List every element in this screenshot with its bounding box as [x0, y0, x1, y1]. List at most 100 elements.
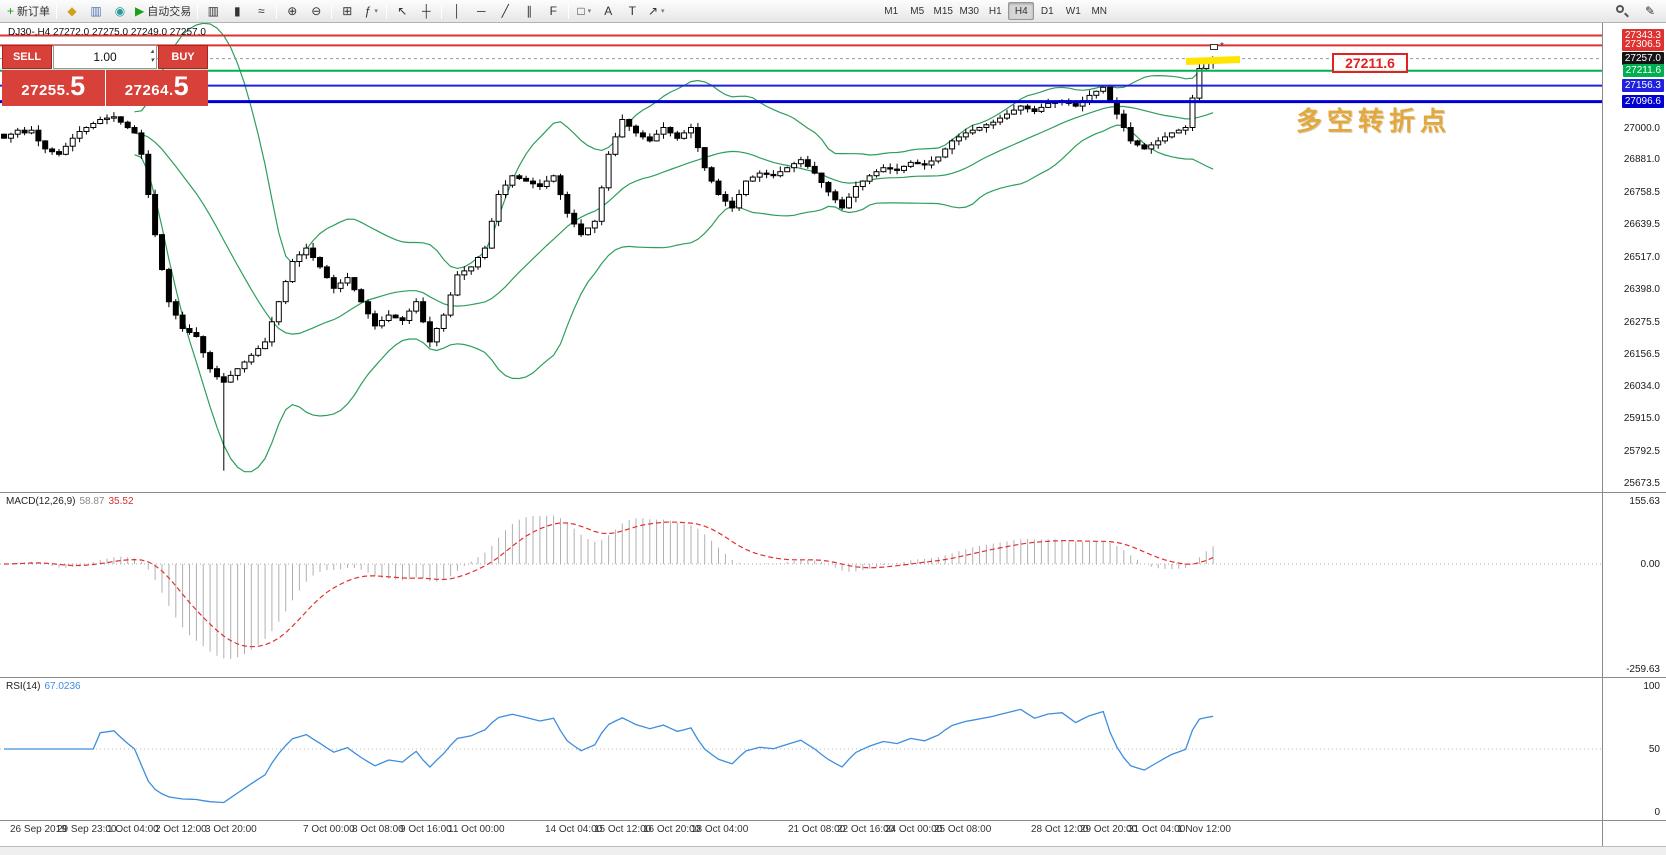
edit-icon[interactable]: ✎ — [1638, 2, 1662, 21]
price-axis-tag: 27156.3 — [1621, 79, 1664, 92]
timeframe-m30[interactable]: M30 — [959, 5, 979, 17]
indicators-icon-glyph: ƒ — [364, 4, 372, 18]
text-label-icon-glyph: A — [604, 4, 613, 18]
bar-chart-type-icon-glyph: ▥ — [207, 4, 219, 18]
macd-panel-chart[interactable] — [0, 493, 1602, 677]
timeframe-w1[interactable]: W1 — [1065, 5, 1081, 17]
charts-window-icon[interactable]: ▥ — [84, 2, 108, 21]
object-star-icon: * — [1220, 41, 1224, 52]
volume-stepper[interactable]: 1.00 ▴ ▾ — [53, 45, 157, 69]
sell-button[interactable]: SELL — [2, 45, 52, 69]
price-axis-tag: 27257.0 — [1621, 52, 1664, 65]
time-axis-label: 3 Oct 20:00 — [205, 824, 257, 835]
time-axis-label: 21 Oct 08:00 — [788, 824, 846, 835]
candle-chart-type-icon[interactable]: ▮ — [225, 2, 249, 21]
timeframe-d1[interactable]: D1 — [1040, 5, 1054, 17]
tile-windows-icon-glyph: ⊞ — [342, 4, 353, 18]
text-icon[interactable]: T — [620, 2, 644, 21]
channel-icon[interactable]: ∥ — [517, 2, 541, 21]
rsi-value: 67.0236 — [44, 681, 81, 692]
toolbar: + 新订单 ◆ ▥ ◉ ▶ 自动交易 ▥ ▮ ≈ ⊕ ⊖ ⊞ ƒ ▾ ↖ ┼ │ ─ ╱ ∥ F □ ▾ A T ↗ ▾ M1 M5 M1… — [0, 0, 1666, 23]
new-order-button[interactable]: + 新订单 — [4, 2, 53, 21]
volume-down-icon[interactable]: ▾ — [150, 57, 154, 65]
edit-icon-glyph: ✎ — [1644, 4, 1656, 18]
line-chart-type-icon-glyph: ≈ — [257, 4, 265, 18]
axis-scale-label: 26881.0 — [1623, 154, 1660, 165]
market-icon[interactable]: ◆ — [60, 2, 84, 21]
toolbar-items: + 新订单 ◆ ▥ ◉ ▶ 自动交易 ▥ ▮ ≈ ⊕ ⊖ ⊞ ƒ ▾ ↖ ┼ │ ─ ╱ ∥ F □ ▾ A T ↗ ▾ — [4, 2, 668, 21]
trendline-icon[interactable]: ╱ — [493, 2, 517, 21]
axis-scale-label: 100 — [1643, 681, 1660, 692]
turning-point-label[interactable]: 多空转折点 — [1296, 106, 1452, 136]
axis-scale-label: 25915.0 — [1623, 413, 1660, 424]
timeframe-mn[interactable]: MN — [1091, 5, 1108, 17]
time-axis-label: 29 Oct 20:00 — [1080, 824, 1138, 835]
indicators-icon[interactable]: ƒ ▾ — [359, 2, 383, 21]
autotrade-button-glyph: ▶ — [135, 4, 145, 18]
time-axis-label: 18 Oct 04:00 — [691, 824, 749, 835]
timeframe-m15[interactable]: M15 — [933, 5, 953, 17]
line-chart-type-icon[interactable]: ≈ — [249, 2, 273, 21]
vertical-line-icon[interactable]: │ — [445, 2, 469, 21]
zoom-in-icon[interactable]: ⊕ — [280, 2, 304, 21]
axis-scale-label: 26275.5 — [1623, 317, 1660, 328]
fibonacci-icon[interactable]: F — [541, 2, 565, 21]
shapes-icon[interactable]: □ ▾ — [572, 2, 596, 21]
timeframe-h4[interactable]: H4 — [1008, 2, 1035, 20]
fibonacci-icon-glyph: F — [549, 4, 557, 18]
volume-value[interactable]: 1.00 — [93, 50, 117, 64]
timeframe-m5[interactable]: M5 — [910, 5, 925, 17]
cursor-icon-glyph: ↖ — [397, 4, 408, 18]
market-icon-glyph: ◆ — [67, 4, 77, 18]
main-candlestick-chart[interactable] — [0, 23, 1602, 492]
chart-object-marker[interactable]: * — [1210, 42, 1224, 52]
rsi-panel-chart[interactable] — [0, 678, 1602, 820]
new-order-button-label: 新订单 — [17, 6, 51, 18]
horizontal-line-icon[interactable]: ─ — [469, 2, 493, 21]
text-label-icon[interactable]: A — [596, 2, 620, 21]
price-level-note[interactable]: 27211.6 — [1332, 53, 1408, 73]
time-axis-separator — [0, 820, 1666, 821]
axis-scale-label: 25673.5 — [1623, 478, 1660, 489]
buy-button[interactable]: BUY — [158, 45, 208, 69]
axis-scale-label: 155.63 — [1629, 496, 1660, 507]
bar-chart-type-icon[interactable]: ▥ — [201, 2, 225, 21]
zoom-out-icon[interactable]: ⊖ — [304, 2, 328, 21]
time-axis-label: 22 Oct 16:00 — [837, 824, 895, 835]
autotrade-button[interactable]: ▶ 自动交易 — [132, 2, 194, 21]
crosshair-icon[interactable]: ┼ — [414, 2, 438, 21]
cursor-icon[interactable]: ↖ — [390, 2, 414, 21]
buy-price[interactable]: 27264. 5 — [105, 70, 208, 106]
panel-separator[interactable] — [0, 492, 1666, 493]
toolbar-separator — [441, 3, 443, 19]
time-axis-label: 16 Oct 20:00 — [643, 824, 701, 835]
panel-separator[interactable] — [0, 677, 1666, 678]
tile-windows-icon[interactable]: ⊞ — [335, 2, 359, 21]
zoom-out-icon-glyph: ⊖ — [311, 4, 322, 18]
window-bottom-edge — [0, 846, 1666, 855]
timeframe-m1[interactable]: M1 — [884, 5, 899, 17]
toolbar-separator — [276, 3, 278, 19]
volume-up-icon[interactable]: ▴ — [150, 48, 154, 55]
axis-scale-label: 26639.5 — [1623, 219, 1660, 230]
channel-icon-glyph: ∥ — [526, 4, 533, 18]
toolbar-separator — [56, 3, 58, 19]
toolbar-separator — [386, 3, 388, 19]
price-axis-rail[interactable] — [1602, 23, 1603, 846]
axis-scale-label: 26034.0 — [1623, 381, 1660, 392]
sell-price[interactable]: 27255. 5 — [2, 70, 106, 106]
time-axis-label: 11 Oct 00:00 — [448, 824, 505, 835]
macd-value-signal: 35.52 — [108, 496, 134, 507]
alerts-icon[interactable]: ◉ — [108, 2, 132, 21]
shapes-icon-glyph: □ — [577, 4, 585, 18]
search-icon[interactable] — [1610, 2, 1634, 21]
macd-value-main: 58.87 — [79, 496, 105, 507]
axis-scale-label: 26156.5 — [1623, 349, 1660, 360]
macd-title: MACD(12,26,9) 58.87 35.52 — [6, 496, 138, 507]
timeframe-h1[interactable]: H1 — [988, 5, 1002, 17]
arrows-icon-glyph: ↗ — [647, 4, 659, 18]
arrows-icon-caret: ▾ — [661, 8, 665, 15]
time-axis-label: 25 Oct 08:00 — [934, 824, 992, 835]
arrows-icon[interactable]: ↗ ▾ — [644, 2, 668, 21]
